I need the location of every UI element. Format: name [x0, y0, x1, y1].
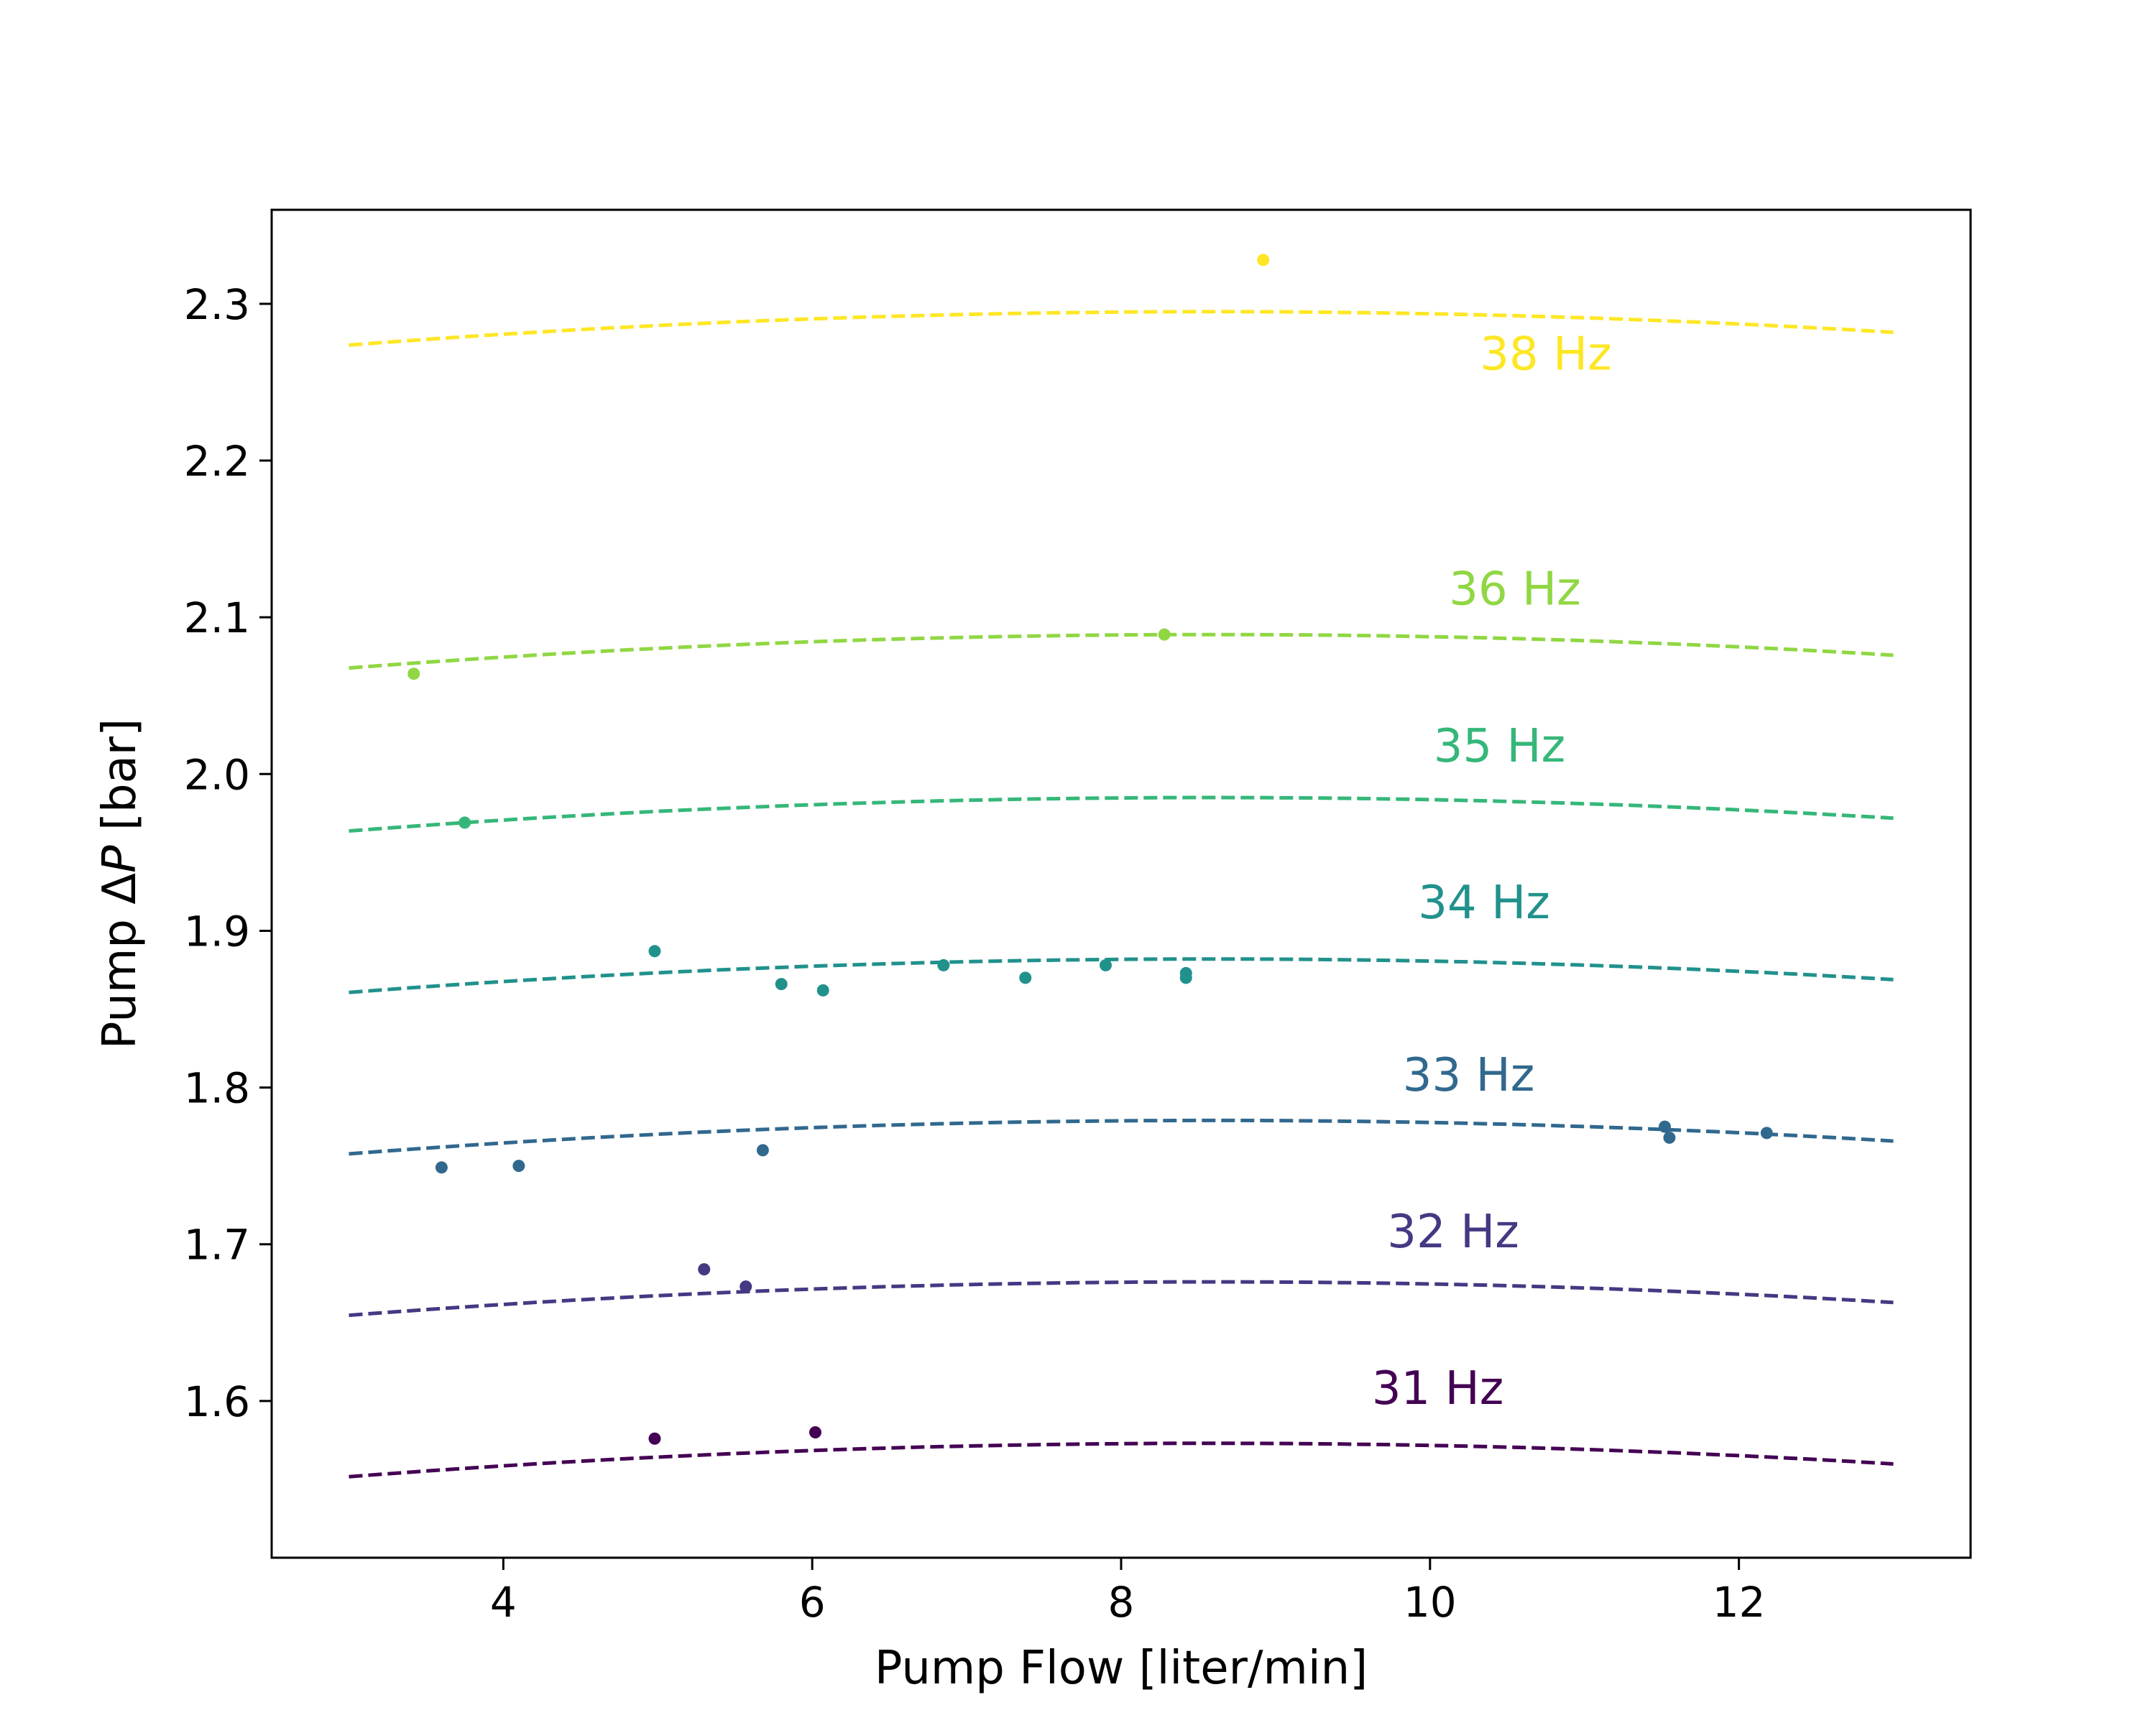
y-tick-label: 1.8 [184, 1064, 250, 1113]
data-point [435, 1161, 448, 1174]
fit-curve [349, 310, 1894, 347]
data-point [740, 1280, 752, 1293]
fit-curve [349, 632, 1894, 670]
y-tick-label: 2.1 [184, 593, 250, 642]
data-point [756, 1144, 769, 1157]
data-point [512, 1160, 525, 1173]
curve-label: 34 Hz [1418, 877, 1550, 930]
x-axis-label: Pump Flow [liter/min] [875, 1642, 1368, 1695]
data-point [698, 1263, 711, 1276]
data-point [648, 1432, 661, 1445]
series-group: 34 Hz [349, 877, 1894, 997]
y-tick-label: 2.0 [184, 750, 250, 799]
curve-label: 35 Hz [1434, 720, 1566, 773]
x-tick-label: 4 [490, 1578, 517, 1627]
data-point [1663, 1131, 1676, 1144]
data-point [937, 958, 950, 971]
data-point [1019, 971, 1032, 984]
y-axis-label-delta: Δ [93, 873, 147, 905]
x-tick-label: 6 [799, 1578, 826, 1627]
y-axis-label-suffix: [bar] [93, 719, 147, 845]
curve-label: 38 Hz [1480, 328, 1612, 382]
data-point [1760, 1127, 1773, 1140]
data-point [407, 667, 420, 680]
x-tick-label: 8 [1108, 1578, 1135, 1627]
data-point [1257, 254, 1270, 267]
fit-curve [349, 1441, 1894, 1479]
series-group: 36 Hz [349, 563, 1894, 680]
x-tick-label: 10 [1404, 1578, 1457, 1627]
data-point [1658, 1120, 1671, 1133]
data-point [1100, 958, 1112, 971]
x-axis: 4 6 8 10 12 [490, 1558, 1766, 1627]
data-point [775, 978, 788, 991]
series-layer: 31 Hz 32 Hz 33 Hz 34 Hz 35 Hz 36 Hz 38 Hz [349, 254, 1894, 1479]
data-point [459, 816, 471, 829]
y-axis-label-variable: P [93, 845, 147, 873]
y-axis: 1.6 1.7 1.8 1.9 2.0 2.1 2.2 2.3 [184, 280, 272, 1426]
curve-label: 31 Hz [1372, 1362, 1504, 1415]
y-tick-label: 1.6 [184, 1377, 250, 1426]
data-point [1158, 628, 1171, 641]
plot-frame [270, 208, 1972, 1559]
series-group: 38 Hz [349, 254, 1894, 382]
y-tick-label: 1.9 [184, 907, 250, 956]
fit-curve [349, 1280, 1894, 1318]
data-point [808, 1426, 821, 1438]
data-point [1179, 971, 1192, 984]
series-group: 35 Hz [349, 720, 1894, 833]
y-axis-label: Pump ΔP [bar] [93, 719, 147, 1049]
data-point [648, 945, 661, 958]
curve-label: 32 Hz [1387, 1206, 1519, 1259]
curve-label: 33 Hz [1403, 1049, 1535, 1102]
y-tick-label: 2.3 [184, 280, 250, 329]
x-tick-label: 12 [1713, 1578, 1766, 1627]
series-group: 31 Hz [349, 1362, 1894, 1479]
fit-curve [349, 795, 1894, 833]
series-group: 33 Hz [349, 1049, 1894, 1174]
fit-curve [349, 957, 1894, 994]
y-tick-label: 2.2 [184, 437, 250, 486]
fit-curve [349, 1118, 1894, 1156]
curve-label: 36 Hz [1449, 563, 1581, 616]
series-group: 32 Hz [349, 1206, 1894, 1318]
y-tick-label: 1.7 [184, 1221, 250, 1270]
data-point [816, 984, 829, 997]
y-axis-label-prefix: Pump [93, 905, 147, 1049]
